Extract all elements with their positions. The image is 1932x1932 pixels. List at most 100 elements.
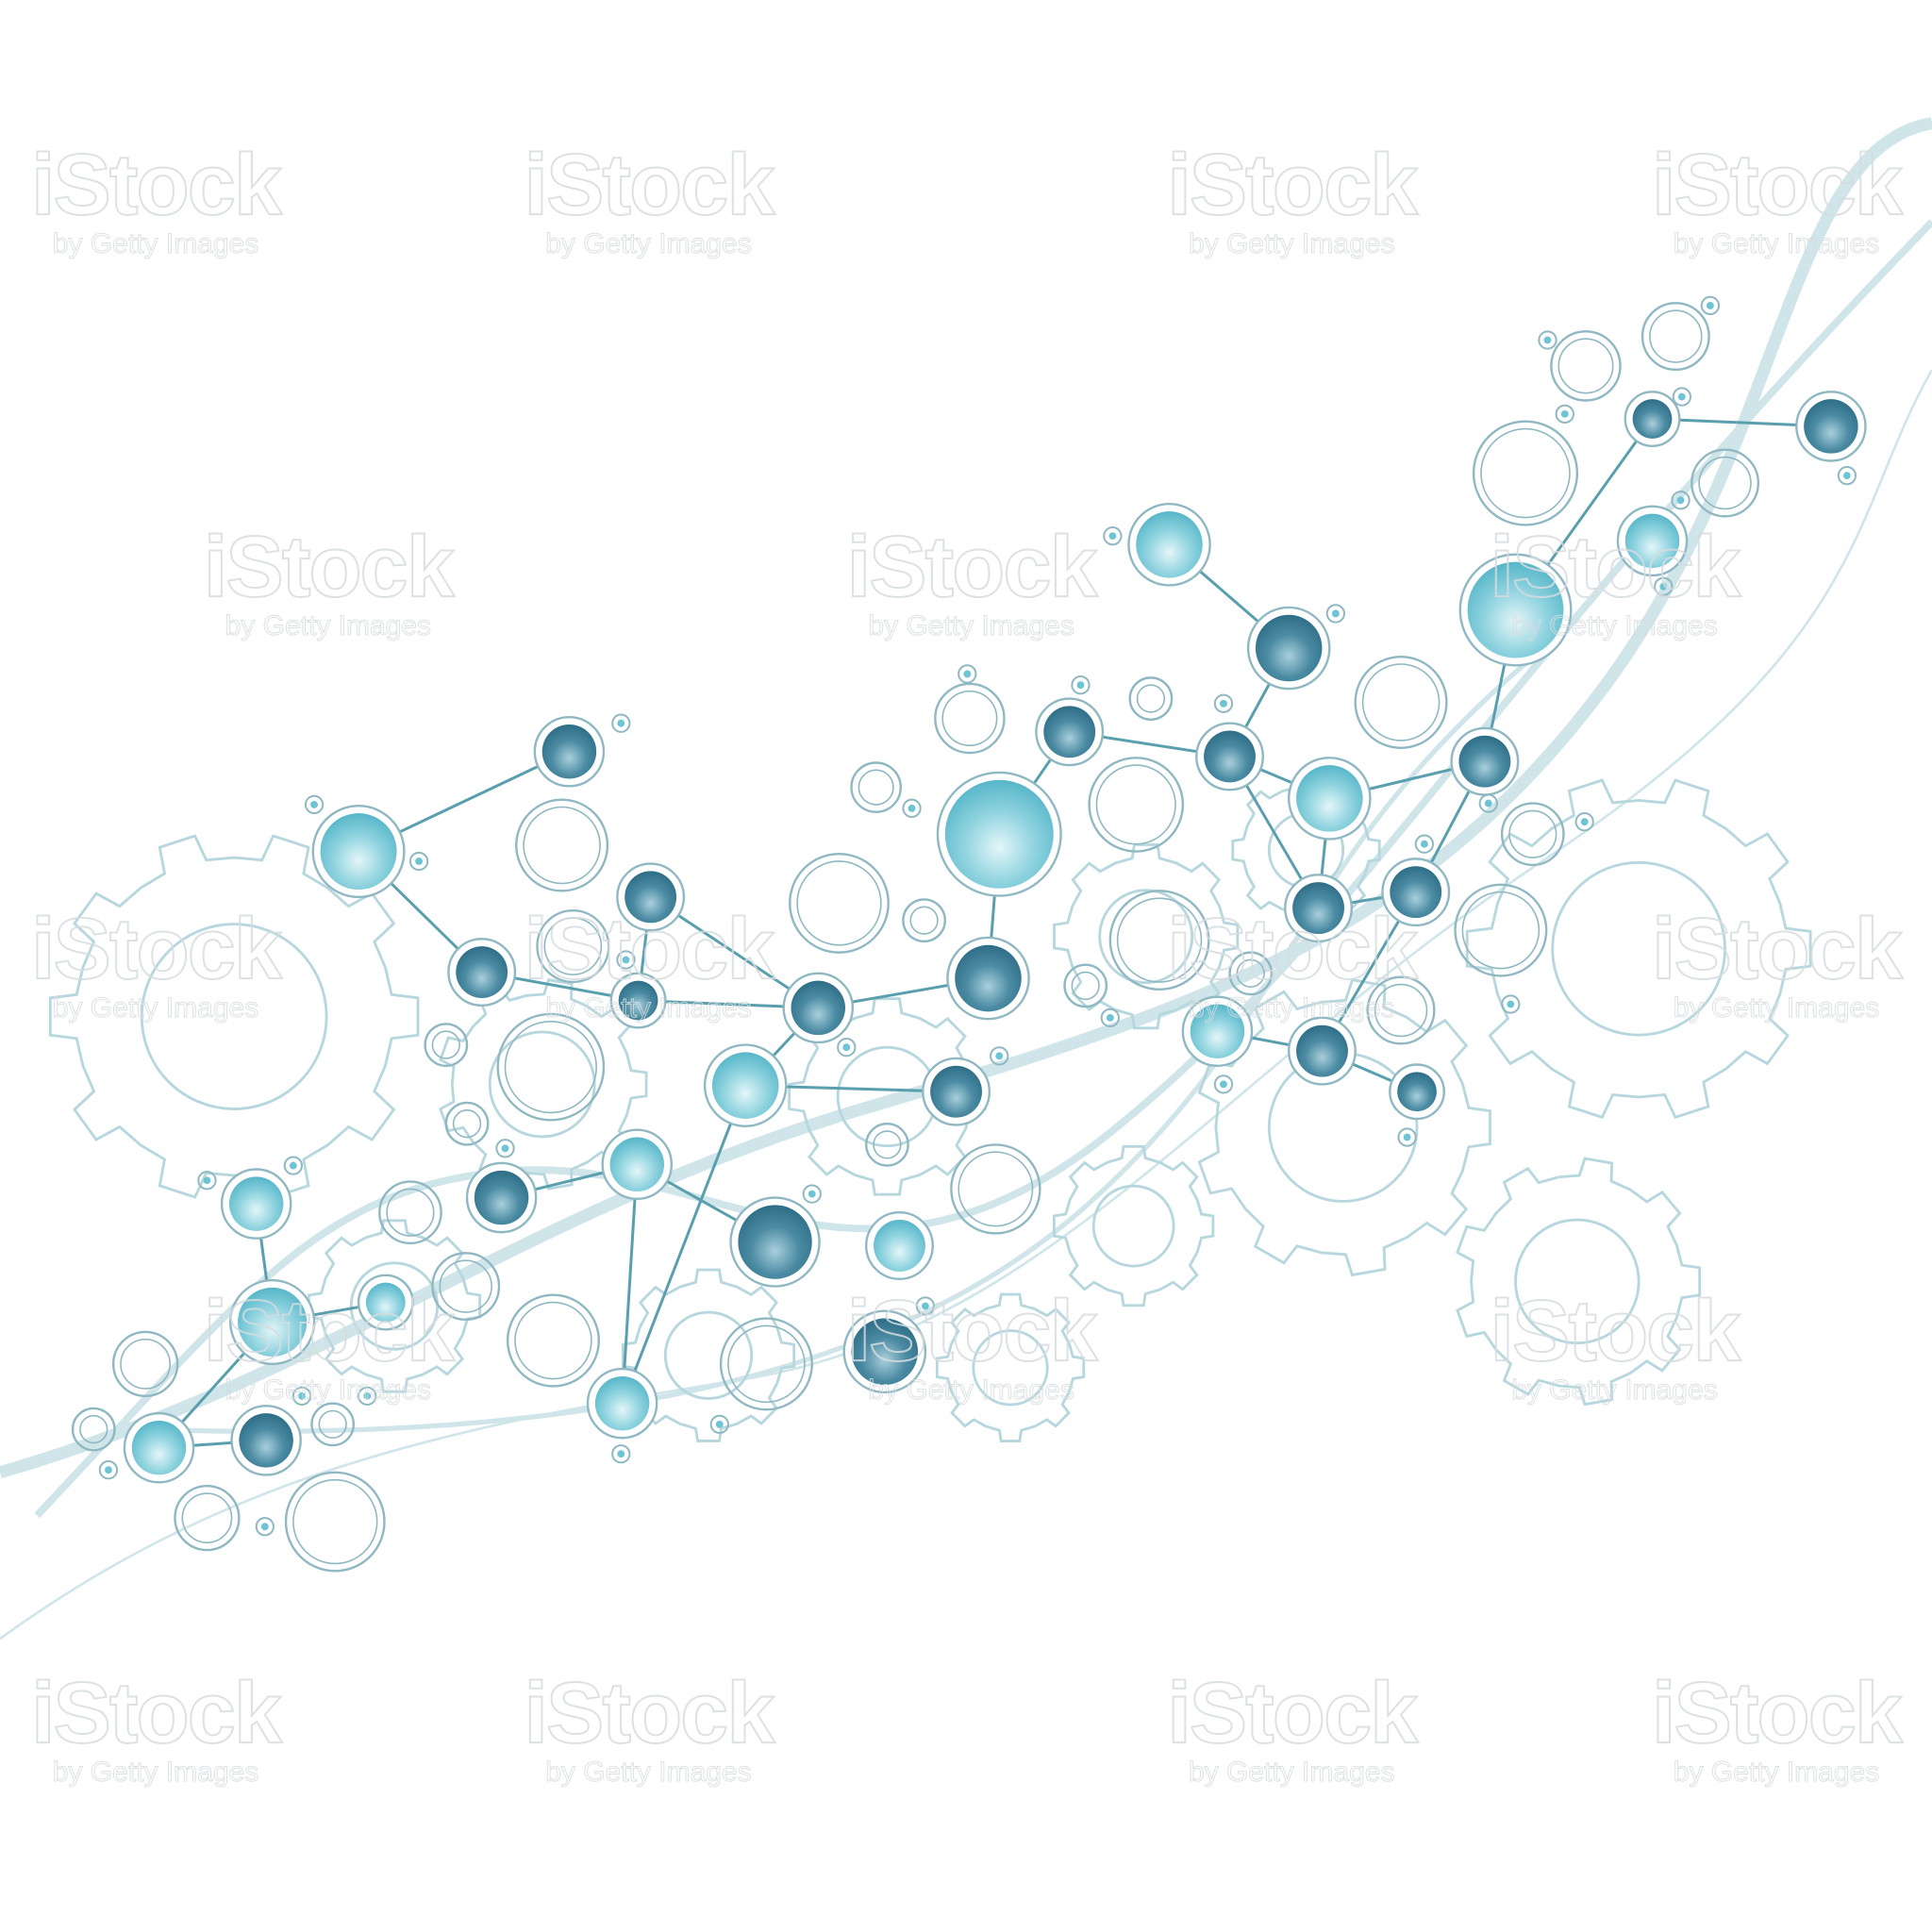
atom-dark [1296, 1024, 1348, 1077]
ring-inner [1071, 971, 1100, 1001]
dot [1676, 496, 1685, 505]
dot-ring [283, 1156, 304, 1175]
ring-inner [543, 917, 603, 975]
ring-icon [1454, 883, 1548, 977]
ring-icon [111, 1330, 179, 1398]
dot-ring [1837, 466, 1857, 486]
ring-icon [902, 898, 946, 943]
dot-ring [990, 1046, 1009, 1066]
dot-ring [837, 1038, 857, 1058]
dot [1220, 699, 1227, 708]
ring-icon [1500, 802, 1565, 867]
ring-icon [378, 1180, 442, 1245]
dot-ring [1103, 526, 1123, 546]
ring-inner [1698, 456, 1752, 510]
atom-light [609, 1137, 664, 1192]
dot-ring [902, 798, 922, 818]
atom-dark [1458, 735, 1511, 788]
dot [105, 1466, 112, 1474]
dot-ring [958, 664, 977, 684]
gear-icon [1456, 1157, 1702, 1407]
dot-ring [1414, 834, 1435, 854]
dot-ring [616, 950, 636, 970]
dot-ring [802, 1184, 822, 1204]
gear-hub [349, 1261, 440, 1351]
ring-icon [1690, 448, 1760, 518]
ring-inner [318, 1409, 347, 1440]
dot [617, 719, 625, 727]
ring-icon [850, 761, 902, 813]
atom-light [944, 779, 1054, 889]
dot [1420, 840, 1428, 848]
ring-inner [120, 1338, 172, 1390]
gear-icon [1052, 1144, 1215, 1307]
dot [808, 1190, 816, 1198]
atom-dark [791, 980, 845, 1036]
wave-line [0, 369, 1932, 1641]
ring-inner [439, 1259, 492, 1313]
atom-dark [1043, 706, 1096, 758]
dot-ring [1574, 812, 1594, 832]
ring-inner [941, 690, 998, 747]
dot [622, 956, 630, 964]
molecule-atoms [123, 391, 1867, 1484]
bond-line [621, 1085, 747, 1405]
dot-ring [1325, 604, 1345, 624]
ring-inner [1361, 663, 1441, 741]
ring-inner [727, 1324, 806, 1404]
dot [1108, 532, 1117, 541]
dot [715, 1420, 724, 1428]
dot-ring [304, 794, 325, 815]
atom-dark [1292, 882, 1344, 935]
dot-ring [611, 1444, 631, 1464]
ring-inner [1095, 764, 1176, 845]
dot [1076, 681, 1085, 690]
dot-ring [1654, 576, 1674, 596]
dot-ring [98, 1460, 119, 1480]
ring-inner [431, 1030, 460, 1059]
ring-icon [950, 1143, 1041, 1235]
atom-light [238, 1287, 308, 1357]
gear-hub [1098, 889, 1194, 985]
ring-icon [1088, 757, 1185, 853]
atom-dark [930, 1065, 982, 1118]
atom-dark [955, 944, 1022, 1012]
atom-dark [851, 1318, 919, 1386]
dot [1331, 609, 1340, 618]
dot-ring [197, 1171, 217, 1191]
ring-inner [858, 769, 894, 806]
atom-dark [1390, 866, 1442, 919]
dot-ring [709, 1414, 729, 1435]
dot-ring [1397, 1127, 1417, 1147]
dot-ring [915, 1296, 936, 1316]
atom-dark [541, 724, 597, 779]
ring-icon [789, 852, 890, 954]
ring-icon [719, 1317, 813, 1411]
ring-icon [506, 1293, 600, 1388]
atom-light [711, 1052, 779, 1119]
atom-dark [1804, 399, 1858, 454]
dot-ring [255, 1517, 275, 1537]
dot [921, 1302, 929, 1310]
dot [1706, 302, 1714, 309]
wave-line [147, 639, 1555, 1434]
gear-icon [307, 1219, 482, 1393]
ring-inner [292, 1478, 378, 1565]
dot [1484, 799, 1492, 808]
ring-icon [1228, 951, 1274, 996]
dot [908, 804, 916, 812]
atom-dark [474, 1170, 529, 1225]
dot-ring [408, 851, 429, 872]
bond-line [621, 1164, 639, 1404]
ring-inner [79, 1414, 108, 1444]
ring-icon [1108, 890, 1210, 991]
ring-inner [1508, 809, 1557, 858]
gear-icon [788, 997, 987, 1196]
atom-dark [1255, 614, 1323, 682]
ring-icon [515, 798, 609, 892]
atom-dark [1397, 1072, 1437, 1112]
dot [260, 1523, 269, 1531]
dot-ring [495, 1139, 515, 1158]
ring-inner [1116, 897, 1203, 983]
